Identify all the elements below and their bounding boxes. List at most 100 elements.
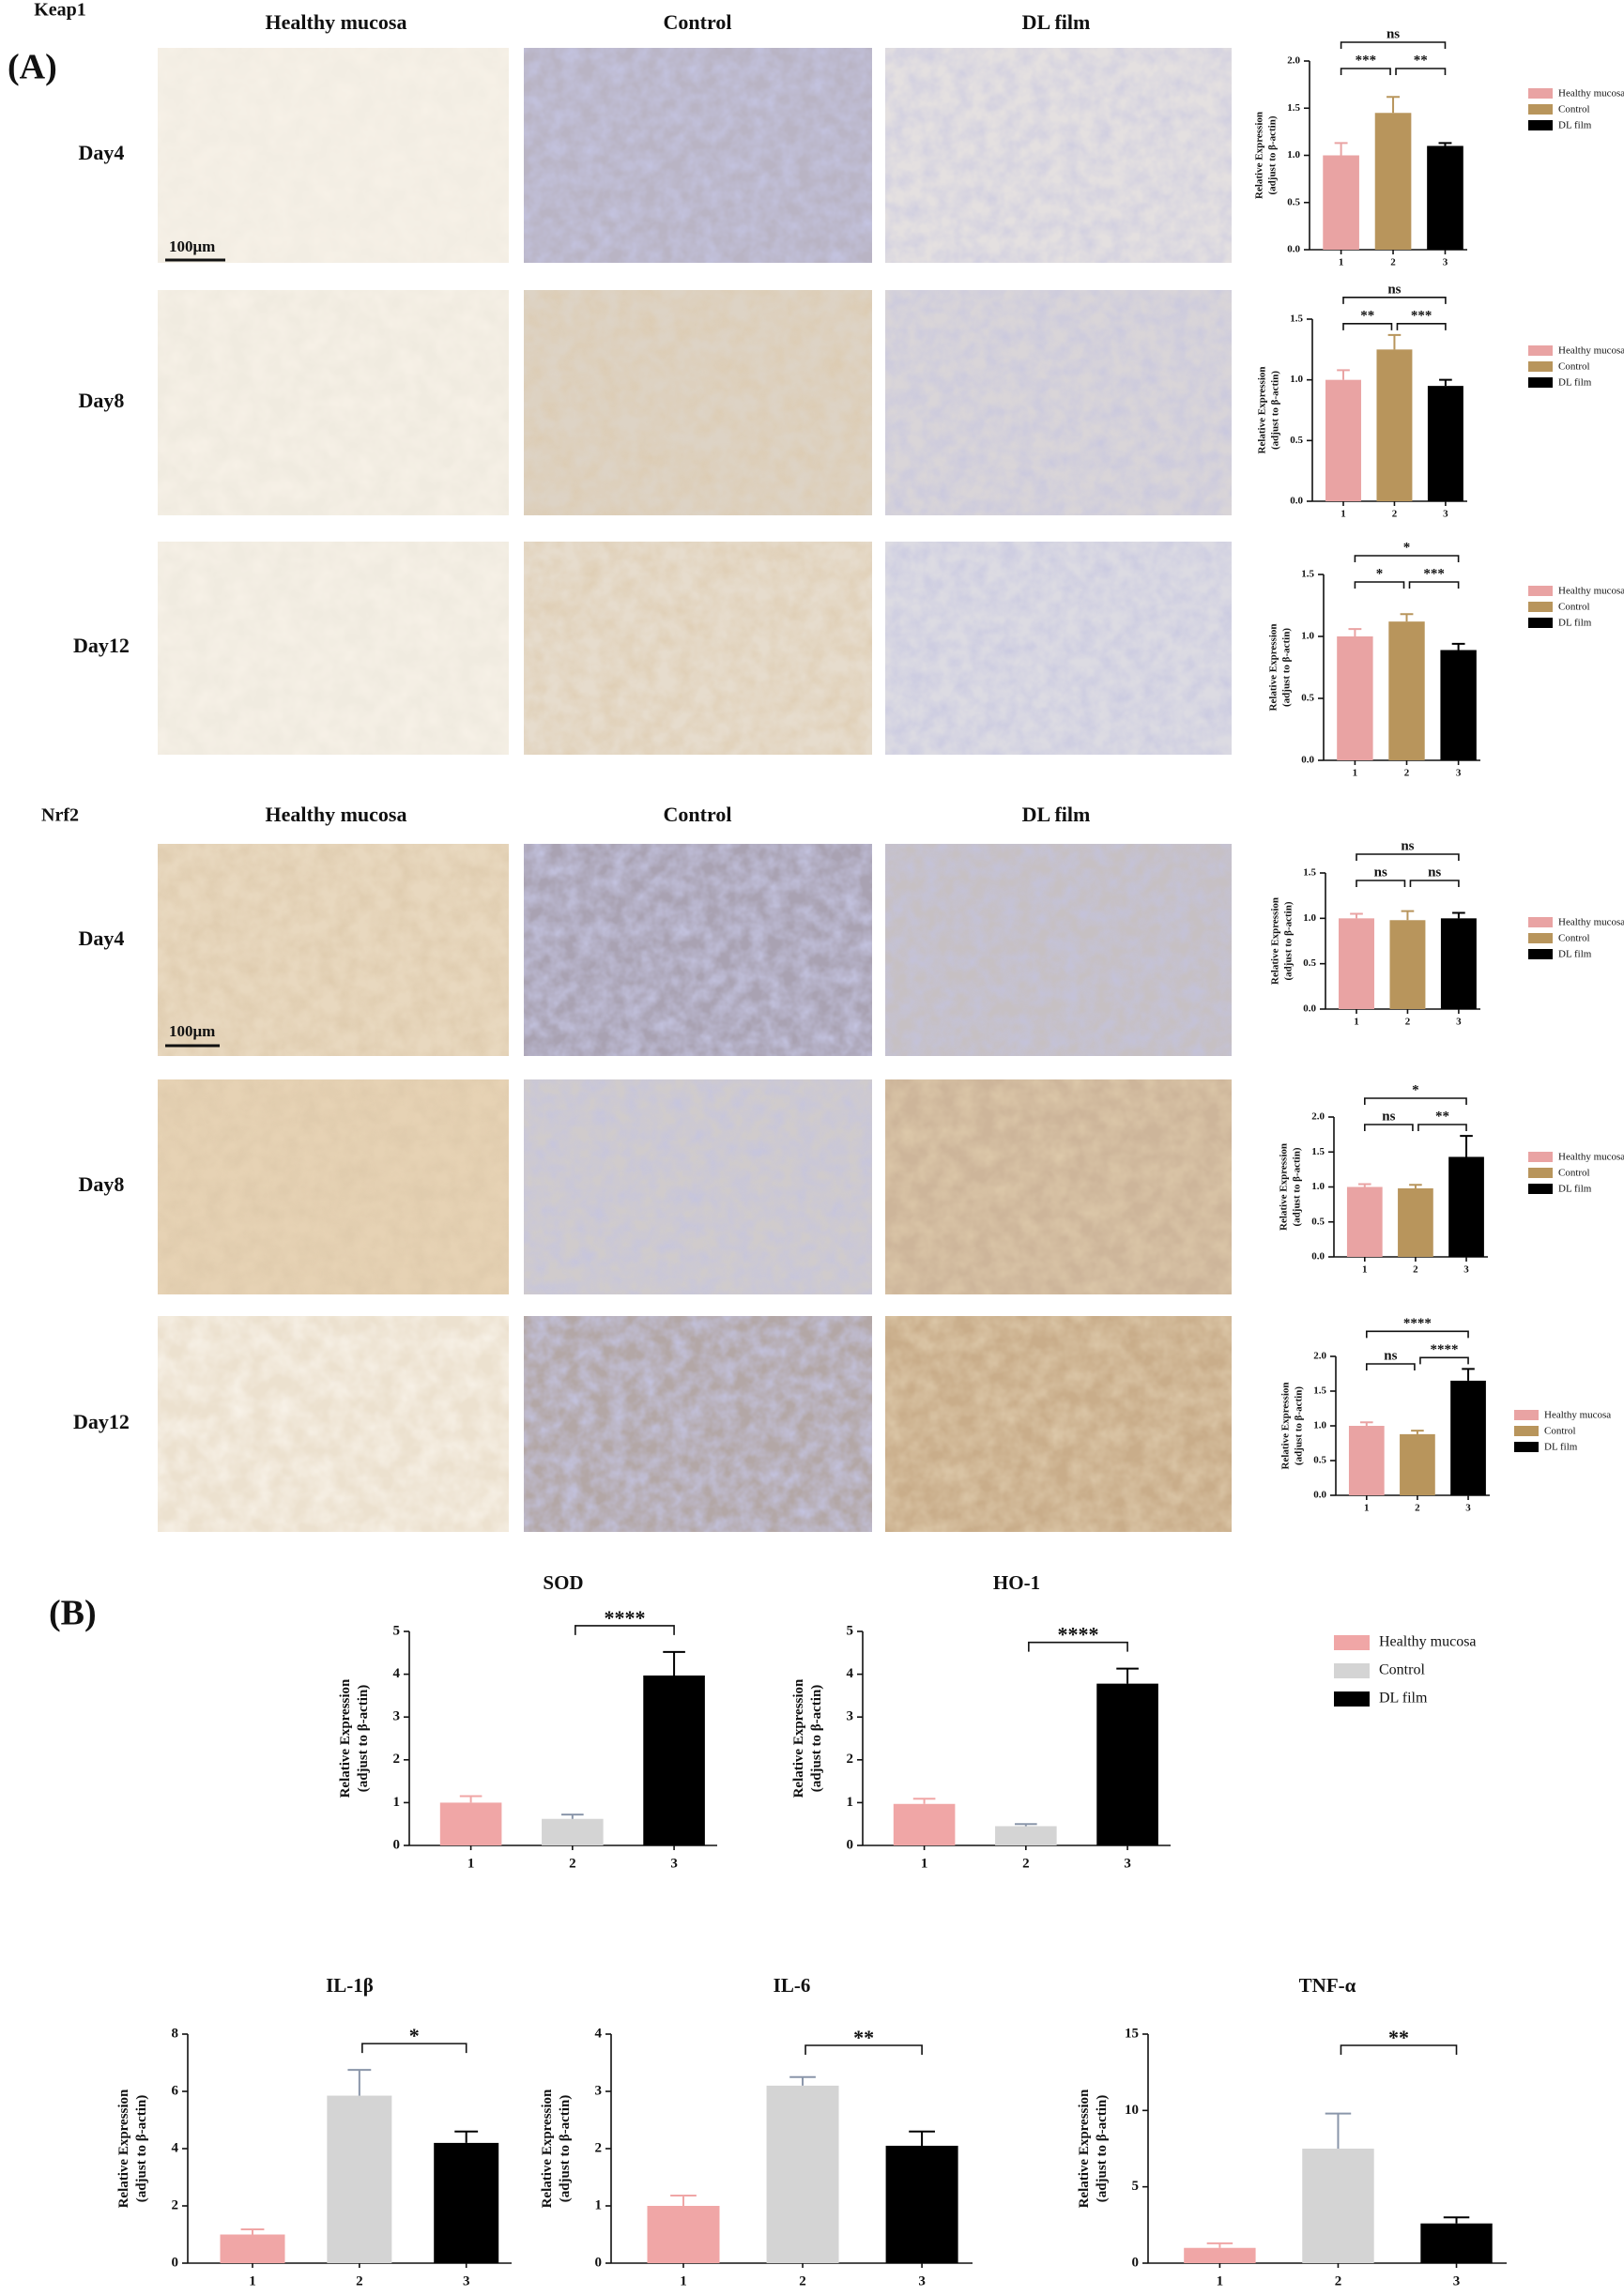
bar	[1376, 349, 1413, 501]
significance-bracket	[1354, 555, 1460, 562]
significance-label: **	[1435, 1109, 1449, 1124]
error-bar	[663, 1650, 685, 1676]
legend-swatch	[1334, 1663, 1370, 1678]
bar	[1398, 1187, 1433, 1257]
y-tick-label: 0.0	[1303, 1003, 1316, 1015]
y-tick-label: 10	[1125, 2103, 1139, 2118]
bar	[1389, 920, 1426, 1009]
legend-label: Control	[1558, 933, 1590, 944]
row-label: Day8	[79, 1172, 125, 1196]
y-tick-label: 5	[393, 1623, 401, 1638]
significance-bracket	[1342, 297, 1447, 304]
histology-images	[158, 48, 1232, 1532]
column-header: Control	[664, 10, 732, 34]
legend-label: DL film	[1558, 120, 1592, 131]
bar	[1427, 386, 1463, 501]
x-tick-label: 3	[918, 2273, 926, 2288]
y-tick-label: 4	[172, 2140, 179, 2155]
histology-texture	[885, 844, 1232, 1056]
y-tick-label: 0.5	[1311, 1216, 1325, 1227]
histology-texture	[158, 290, 509, 515]
error-bar	[1400, 613, 1414, 622]
legend-swatch	[1528, 1168, 1553, 1178]
legend-label: Healthy mucosa	[1558, 1152, 1624, 1163]
significance-bracket	[1028, 1641, 1128, 1652]
x-tick-label: 3	[1456, 1017, 1462, 1028]
legend-swatch	[1528, 88, 1553, 99]
y-tick-label: 15	[1125, 2026, 1139, 2041]
histology-texture	[524, 844, 872, 1056]
histology-texture	[524, 48, 872, 263]
legend-swatch	[1528, 361, 1553, 372]
chart-title: IL-6	[774, 1974, 811, 1997]
y-axis-title-line: (adjust to β-actin)	[558, 2095, 573, 2203]
y-tick-label: 4	[393, 1666, 401, 1681]
legend-label: Control	[1558, 602, 1590, 613]
legend-label: DL film	[1558, 949, 1592, 960]
panel-label: (A)	[8, 48, 57, 87]
y-tick-label: 2	[595, 2140, 603, 2155]
y-tick-label: 0.5	[1301, 693, 1314, 704]
x-tick-label: 1	[921, 1856, 928, 1871]
y-tick-label: 1	[393, 1795, 401, 1810]
x-tick-label: 2	[1413, 1264, 1418, 1276]
bar	[1323, 155, 1359, 250]
y-tick-label: 1.5	[1290, 314, 1303, 325]
y-axis-title: Relative Expression (adjust to β-actin)	[1279, 1143, 1303, 1231]
section-title: Keap1	[34, 0, 86, 21]
chart-title: TNF-α	[1299, 1974, 1356, 1997]
scale-bar-label: 100μm	[169, 1022, 215, 1040]
bar	[1440, 918, 1477, 1009]
significance-bracket	[1366, 1330, 1469, 1339]
histology-texture	[885, 1316, 1232, 1532]
significance-label: ****	[1403, 1316, 1432, 1331]
y-axis-title-line: Relative Expression	[1257, 367, 1268, 454]
x-tick-label: 1	[1354, 1017, 1359, 1028]
legend-swatch	[1528, 917, 1553, 927]
error-bar	[1451, 642, 1465, 651]
legend-label: Control	[1379, 1662, 1425, 1678]
bar	[1427, 145, 1463, 250]
y-axis-title-line: Relative Expression	[540, 2089, 555, 2208]
legend-label: Healthy mucosa	[1544, 1410, 1611, 1421]
row-label: Day12	[73, 634, 130, 657]
error-bar	[1439, 378, 1452, 387]
y-tick-label: 0.0	[1287, 244, 1300, 255]
x-tick-label: 1	[1217, 2273, 1224, 2288]
legend-label: Healthy mucosa	[1558, 917, 1624, 928]
column-header: Control	[664, 803, 732, 826]
y-axis-title-line: Relative Expression	[116, 2089, 131, 2208]
y-axis-title-line: (adjust to β-actin)	[1270, 371, 1281, 450]
x-tick-label: 2	[1335, 2273, 1342, 2288]
significance-bracket	[1356, 853, 1460, 861]
y-axis-title-line: (adjust to β-actin)	[1294, 1386, 1305, 1465]
y-tick-label: 1.5	[1313, 1385, 1326, 1397]
significance-label: **	[1414, 53, 1428, 68]
legend-label: DL film	[1544, 1442, 1578, 1453]
y-axis-title: Relative Expression (adjust to β-actin)	[791, 1678, 824, 1798]
y-axis-title: Relative Expression (adjust to β-actin)	[338, 1678, 371, 1798]
y-axis-title-line: (adjust to β-actin)	[1095, 2095, 1110, 2203]
histology-texture	[158, 844, 509, 1056]
y-tick-label: 0.5	[1303, 957, 1316, 969]
y-tick-label: 0	[1132, 2255, 1140, 2270]
histology-texture	[158, 1079, 509, 1294]
error-bar	[1387, 96, 1400, 114]
y-axis-title-line: (adjust to β-actin)	[1283, 901, 1295, 980]
x-tick-label: 2	[1415, 1503, 1420, 1514]
y-tick-label: 0	[847, 1837, 854, 1852]
error-bar	[1015, 1823, 1037, 1827]
significance-bracket	[361, 2043, 467, 2054]
significance-bracket	[1340, 41, 1447, 49]
histology-texture	[158, 1316, 509, 1532]
bar	[1346, 1186, 1383, 1257]
x-tick-label: 3	[1453, 2273, 1461, 2288]
error-bar	[1411, 1430, 1424, 1434]
y-tick-label: 1	[847, 1795, 854, 1810]
legend-swatch	[1528, 933, 1553, 943]
legend-swatch	[1514, 1442, 1539, 1452]
y-tick-label: 1.0	[1303, 912, 1316, 924]
y-axis-title-line: (adjust to β-actin)	[809, 1685, 824, 1793]
error-bar	[1325, 2112, 1352, 2149]
y-tick-label: 1.0	[1287, 149, 1300, 161]
